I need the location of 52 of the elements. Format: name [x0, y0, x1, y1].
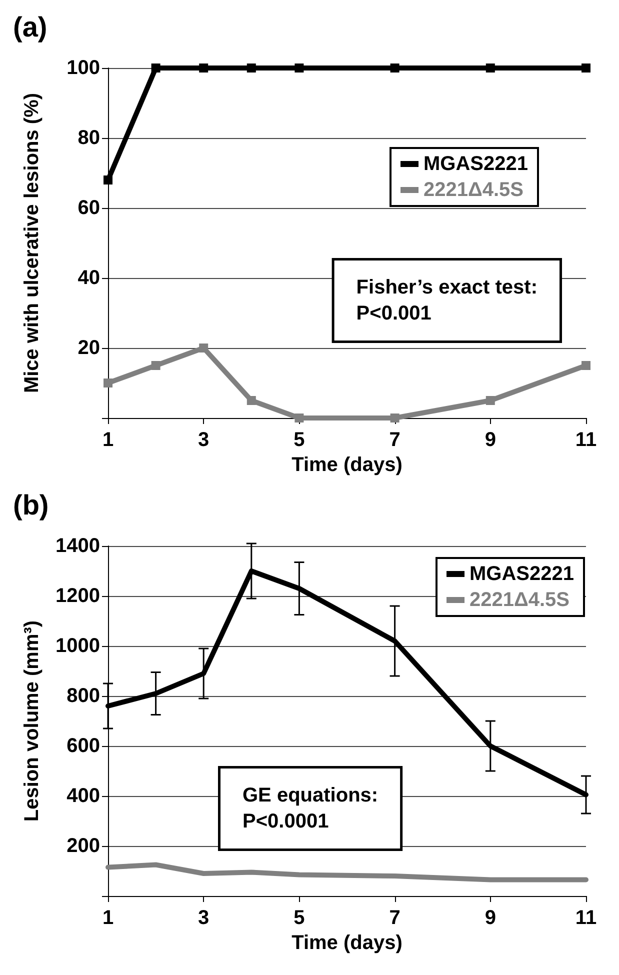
- annotation: Fisher’s exact test: P<0.001: [356, 276, 538, 324]
- point: [151, 64, 160, 72]
- point: [199, 64, 208, 72]
- y-tick-label: 1000: [56, 635, 100, 657]
- point: [390, 414, 400, 422]
- y-axis-title: Lesion volume (mm³): [21, 620, 43, 822]
- x-tick-label: 5: [294, 429, 305, 451]
- x-tick-label: 3: [198, 429, 210, 451]
- point: [582, 361, 590, 370]
- y-tick-label: 20: [78, 337, 100, 359]
- point: [294, 414, 304, 422]
- y-tick-label: 800: [66, 685, 100, 707]
- legend-label: 2221Δ4.5S: [470, 589, 570, 611]
- y-axis-title: Mice with ulcerative lesions (%): [21, 92, 43, 394]
- chart-title: (a): [13, 12, 48, 42]
- x-tick-label: 11: [575, 907, 597, 929]
- legend-label: MGAS2221: [424, 153, 528, 175]
- x-tick-label: 1: [102, 907, 114, 929]
- y-tick-label: 60: [78, 197, 100, 219]
- x-tick-label: 7: [389, 907, 400, 929]
- legend-label: MGAS2221: [470, 563, 574, 585]
- point: [104, 176, 112, 184]
- point: [199, 344, 208, 352]
- x-tick-label: 9: [484, 907, 496, 929]
- x-tick-label: 11: [575, 429, 597, 451]
- x-axis-title: Time (days): [292, 454, 402, 476]
- y-tick-label: 600: [66, 735, 100, 757]
- x-tick-label: 7: [389, 429, 400, 451]
- y-tick-label: 80: [78, 127, 100, 149]
- x-tick-label: 3: [198, 907, 210, 929]
- legend-label: 2221Δ4.5S: [424, 179, 524, 201]
- x-axis-title: Time (days): [292, 932, 402, 954]
- point: [104, 378, 112, 388]
- y-tick-label: 100: [66, 57, 100, 79]
- annotation: GE equations: P<0.0001: [242, 784, 378, 832]
- x-tick-label: 1: [102, 429, 114, 451]
- point: [151, 361, 160, 370]
- y-tick-label: 1400: [56, 535, 100, 557]
- y-tick-label: 1200: [56, 585, 100, 607]
- y-tick-label: 400: [66, 785, 100, 807]
- point: [582, 64, 590, 72]
- y-tick-label: 40: [78, 267, 100, 289]
- point: [486, 64, 495, 72]
- point: [390, 64, 400, 72]
- point: [246, 396, 256, 405]
- x-tick-label: 5: [294, 907, 305, 929]
- point: [246, 64, 256, 72]
- point: [486, 396, 495, 405]
- x-tick-label: 9: [484, 429, 496, 451]
- chart-title: (b): [13, 490, 49, 520]
- point: [294, 64, 304, 72]
- y-tick-label: 200: [66, 835, 100, 857]
